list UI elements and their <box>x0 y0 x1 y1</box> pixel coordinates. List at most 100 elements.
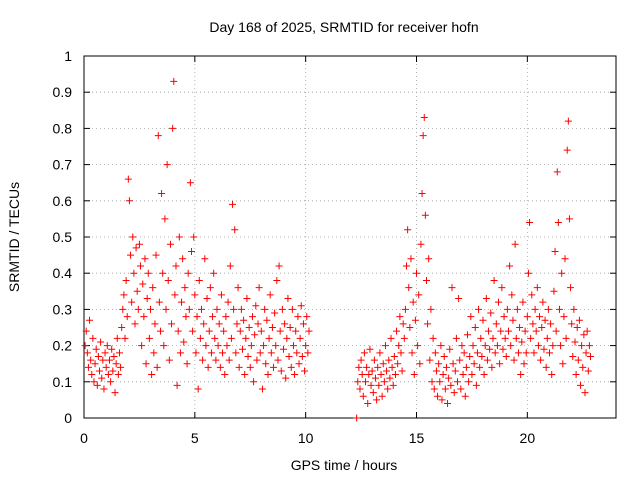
data-point <box>102 363 110 371</box>
data-point <box>91 360 99 368</box>
data-point <box>490 276 498 284</box>
y-tick-label: 0.2 <box>53 338 73 354</box>
data-point <box>469 342 477 350</box>
data-point <box>298 352 306 360</box>
data-point <box>403 262 411 270</box>
data-point <box>429 334 437 342</box>
data-point <box>509 316 517 324</box>
data-point <box>383 367 391 375</box>
data-point <box>427 305 435 313</box>
data-point <box>281 320 289 328</box>
y-tick-label: 0.5 <box>53 229 73 245</box>
data-point <box>92 345 100 353</box>
data-point <box>424 320 432 328</box>
data-point <box>394 360 402 368</box>
data-point <box>230 305 238 313</box>
data-point <box>541 316 549 324</box>
data-point <box>156 327 164 335</box>
data-point <box>404 226 412 234</box>
data-point <box>273 276 281 284</box>
data-point <box>542 363 550 371</box>
data-point <box>190 233 198 241</box>
data-point <box>234 284 242 292</box>
data-point <box>217 291 225 299</box>
data-point <box>477 334 485 342</box>
data-point <box>263 316 271 324</box>
y-tick-label: 0.9 <box>53 84 73 100</box>
data-point <box>301 367 309 375</box>
y-tick-label: 0.3 <box>53 301 73 317</box>
data-point <box>184 269 192 277</box>
data-point <box>194 385 202 393</box>
data-point <box>104 371 112 379</box>
data-point <box>147 305 154 313</box>
data-point <box>500 313 508 321</box>
data-point <box>414 342 422 350</box>
data-point <box>492 320 500 328</box>
data-point <box>266 291 274 299</box>
data-point <box>385 356 393 364</box>
data-point <box>210 269 218 277</box>
data-point <box>247 342 255 350</box>
data-point <box>573 324 581 331</box>
data-point <box>401 305 409 313</box>
data-point <box>430 385 438 393</box>
data-point <box>483 356 491 364</box>
data-point <box>224 298 232 306</box>
data-point <box>120 291 128 299</box>
data-point <box>133 287 141 295</box>
data-point <box>123 313 131 321</box>
data-point <box>389 381 397 389</box>
data-point <box>150 349 158 357</box>
data-point <box>369 389 377 397</box>
data-point <box>282 374 290 382</box>
data-point <box>465 378 473 386</box>
data-point <box>252 302 260 310</box>
y-tick-label: 0 <box>64 410 72 426</box>
data-point <box>134 305 142 313</box>
data-point <box>375 381 383 389</box>
data-point <box>583 327 591 335</box>
data-point <box>186 179 194 187</box>
data-point <box>267 349 275 357</box>
data-point <box>288 305 296 313</box>
data-point <box>197 305 205 313</box>
data-point <box>84 363 92 371</box>
data-point <box>482 295 490 303</box>
data-point <box>554 219 562 227</box>
data-point <box>572 371 580 379</box>
data-point <box>105 356 113 364</box>
data-point <box>559 360 567 368</box>
y-tick-label: 0.6 <box>53 193 73 209</box>
data-point <box>560 313 568 321</box>
data-point <box>275 262 283 270</box>
y-axis-label: SRMTID / TECUs <box>6 182 22 292</box>
data-point <box>179 255 187 263</box>
data-point <box>211 334 219 342</box>
data-point <box>297 302 305 310</box>
data-point <box>410 371 418 379</box>
data-point <box>399 320 407 328</box>
data-point <box>354 378 362 386</box>
data-point <box>407 255 415 263</box>
data-point <box>109 367 117 375</box>
data-point <box>89 334 97 342</box>
data-point <box>256 349 264 357</box>
data-point <box>547 320 555 328</box>
data-point <box>445 374 453 382</box>
data-point <box>241 371 249 379</box>
data-point <box>517 371 525 379</box>
data-point <box>196 334 204 342</box>
data-point <box>514 349 522 357</box>
data-point <box>193 313 201 321</box>
data-point <box>203 295 211 303</box>
data-point <box>299 320 307 328</box>
data-point <box>502 352 510 360</box>
x-tick-label: 0 <box>80 430 88 446</box>
data-point <box>268 324 276 331</box>
data-point <box>229 200 237 208</box>
data-point <box>452 334 460 342</box>
x-tick-label: 10 <box>298 430 314 446</box>
data-point <box>561 255 569 263</box>
data-point <box>161 215 169 223</box>
